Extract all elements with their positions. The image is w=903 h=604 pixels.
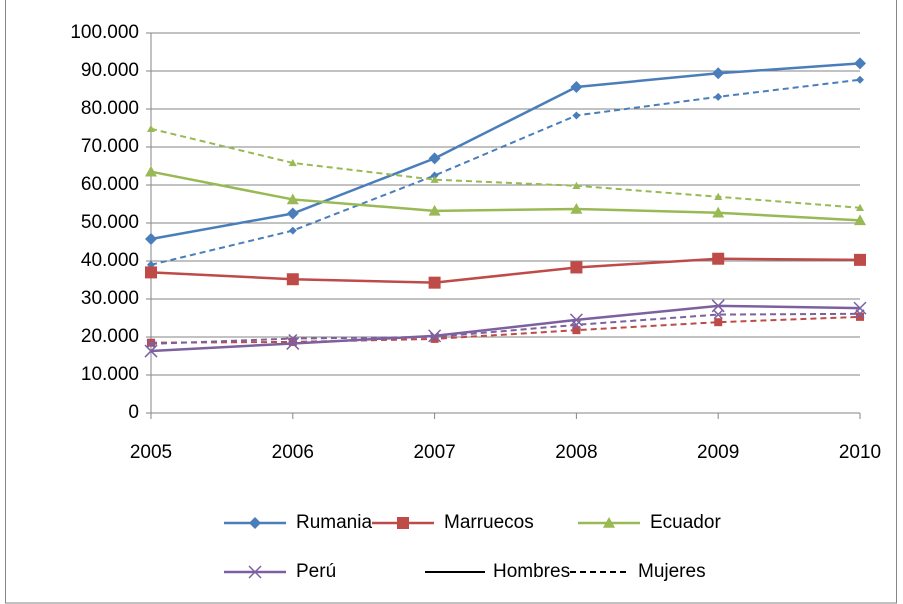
line [150, 127, 861, 209]
marker [145, 266, 157, 279]
marker [711, 299, 725, 313]
marker [572, 326, 581, 335]
marker [286, 207, 299, 220]
marker [853, 301, 867, 315]
y-tick-label: 90.000 [81, 60, 139, 81]
marker [430, 334, 439, 343]
line [150, 315, 861, 344]
marker [145, 165, 157, 177]
marker [854, 253, 866, 266]
x-tick-label: 2005 [130, 442, 172, 463]
marker [145, 232, 157, 245]
y-tick-label: 0 [128, 402, 139, 423]
marker [855, 309, 865, 319]
x-tick-label: 2010 [839, 442, 881, 463]
y-tick-label: 20.000 [81, 326, 139, 347]
line [150, 312, 861, 345]
y-tick-label: 30.000 [81, 288, 139, 309]
y-tick-label: 100.000 [70, 22, 139, 43]
marker [288, 337, 297, 346]
marker [714, 92, 723, 101]
x-tick-label: 2009 [697, 442, 739, 463]
marker [428, 276, 441, 289]
marker [571, 320, 581, 330]
marker [714, 192, 723, 200]
marker [854, 57, 866, 70]
marker [146, 339, 156, 349]
legend-label: Ecuador [650, 512, 721, 533]
marker [572, 111, 581, 120]
y-tick-label: 50.000 [81, 212, 139, 233]
x-tick-label: 2008 [555, 442, 597, 463]
marker [428, 152, 441, 165]
marker [856, 203, 864, 211]
y-tick-label: 40.000 [81, 250, 139, 271]
y-tick-label: 70.000 [81, 136, 139, 157]
marker [397, 517, 409, 529]
marker [570, 80, 583, 93]
marker [249, 517, 261, 529]
line [150, 257, 861, 284]
line [150, 78, 861, 266]
marker [288, 158, 297, 167]
y-tick-label: 10.000 [81, 364, 139, 385]
marker [288, 226, 297, 235]
marker [714, 318, 723, 327]
marker [712, 67, 725, 80]
marker [856, 312, 864, 321]
marker [430, 171, 439, 180]
marker [430, 175, 439, 183]
marker [288, 333, 298, 344]
marker [428, 329, 442, 343]
marker [286, 273, 299, 286]
marker [147, 338, 155, 347]
marker [713, 310, 723, 320]
line [150, 304, 861, 353]
marker [712, 252, 725, 265]
x-tick-label: 2006 [272, 442, 314, 463]
line [150, 170, 861, 222]
legend-label: Marruecos [444, 512, 534, 533]
marker [428, 204, 441, 216]
marker [286, 193, 299, 205]
legend-label: Mujeres [638, 561, 706, 582]
marker [570, 202, 583, 214]
marker [248, 565, 262, 579]
legend-label: Rumania [296, 512, 372, 533]
marker [856, 75, 864, 84]
marker [854, 214, 866, 226]
marker [603, 517, 615, 528]
x-tick-label: 2007 [413, 442, 455, 463]
y-tick-label: 60.000 [81, 174, 139, 195]
legend-label: Perú [296, 561, 336, 582]
legend-label: Hombres [493, 561, 570, 582]
marker [570, 261, 583, 274]
marker [430, 332, 440, 342]
marker [147, 124, 155, 132]
line [150, 62, 861, 241]
y-tick-label: 80.000 [81, 98, 139, 119]
marker [572, 181, 581, 189]
marker [712, 206, 725, 218]
chart-border [5, 0, 897, 604]
